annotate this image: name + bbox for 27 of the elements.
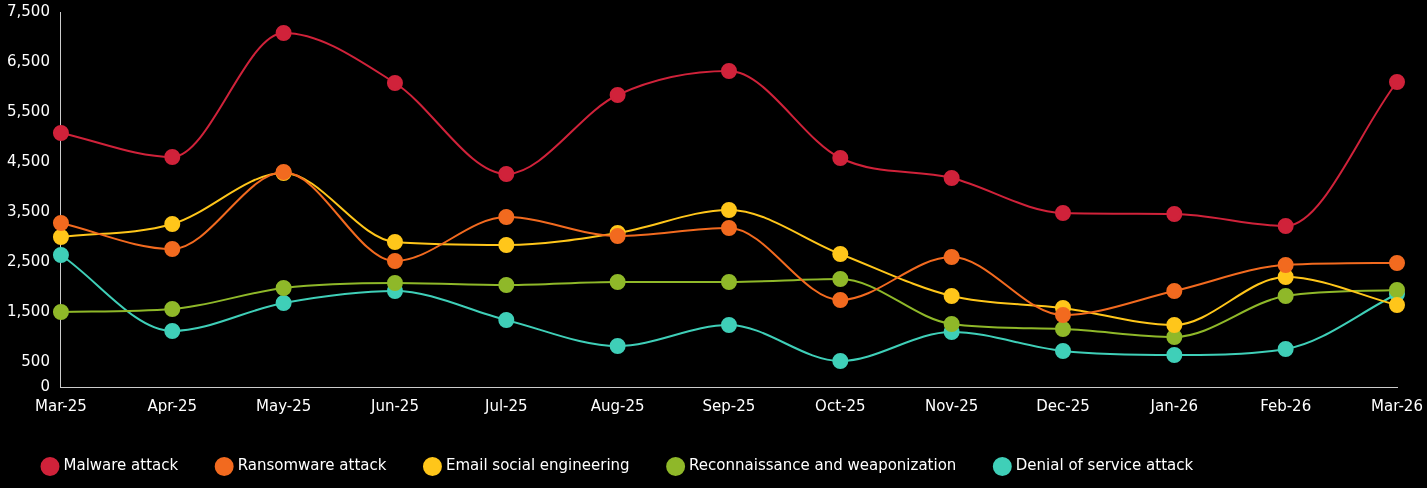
x-tick-label: Aug-25 bbox=[590, 396, 645, 415]
legend-label: Reconnaissance and weaponization bbox=[689, 456, 957, 475]
legend-label: Denial of service attack bbox=[1015, 456, 1194, 475]
legend-label: Email social engineering bbox=[445, 456, 630, 475]
x-tick-label: Jul-25 bbox=[483, 396, 528, 415]
y-tick-label: 500 bbox=[21, 351, 50, 370]
x-tick-label: Apr-25 bbox=[147, 396, 198, 415]
x-tick-label: Mar-26 bbox=[1371, 396, 1423, 415]
y-tick-label: 2,500 bbox=[6, 251, 50, 270]
x-tick-label: May-25 bbox=[255, 396, 312, 415]
x-tick-label: Sep-25 bbox=[702, 396, 756, 415]
y-tick-label: 6,500 bbox=[6, 51, 50, 70]
legend-label: Ransomware attack bbox=[237, 456, 387, 475]
y-tick-label: 5,500 bbox=[6, 101, 50, 120]
y-tick-label: 1,500 bbox=[6, 301, 50, 320]
x-tick-label: Jun-25 bbox=[369, 396, 419, 415]
x-tick-label: Dec-25 bbox=[1036, 396, 1090, 415]
x-tick-label: Nov-25 bbox=[924, 396, 979, 415]
x-tick-label: Mar-25 bbox=[35, 396, 87, 415]
x-tick-label: Feb-26 bbox=[1260, 396, 1312, 415]
x-tick-label: Jan-26 bbox=[1149, 396, 1199, 415]
y-tick-label: 3,500 bbox=[6, 201, 50, 220]
legend-label: Malware attack bbox=[63, 456, 179, 475]
y-tick-label: 7,500 bbox=[6, 1, 50, 20]
x-tick-label: Oct-25 bbox=[815, 396, 866, 415]
y-tick-label: 4,500 bbox=[6, 151, 50, 170]
y-tick-label: 0 bbox=[40, 376, 50, 395]
